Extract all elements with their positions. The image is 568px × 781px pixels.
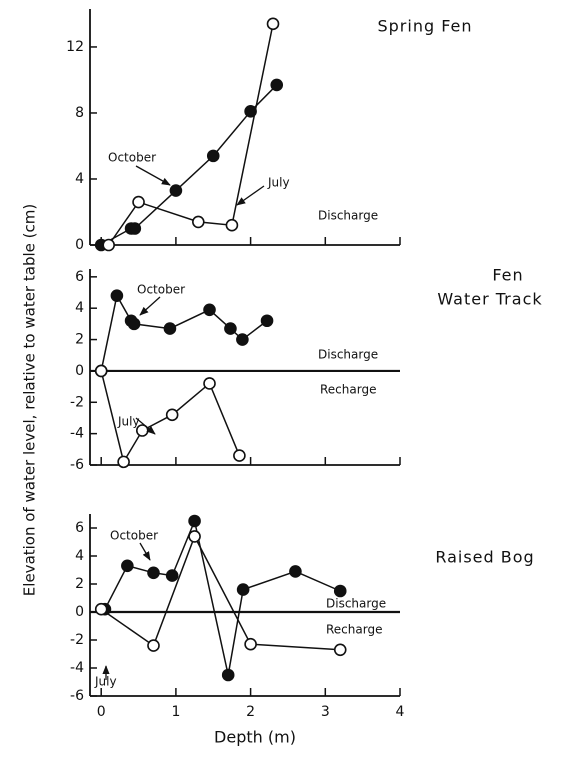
annotation-arrow	[135, 165, 171, 186]
annotation: July	[267, 176, 290, 190]
y-tick-label: 0	[75, 237, 84, 253]
y-tick-label: -4	[70, 660, 84, 676]
panel: 6 4 2 0 -2 -4 -6 0 1 2 3 4 Depth (m) Raised Bog Octobe…	[70, 514, 534, 747]
data-point	[121, 559, 134, 573]
data-point	[206, 149, 220, 163]
data-point	[188, 530, 201, 543]
panel-title: Raised Bog	[435, 548, 534, 567]
data-point	[165, 569, 179, 582]
data-point	[165, 408, 179, 422]
x-axis-label: Depth (m)	[214, 728, 296, 747]
series-line	[100, 534, 341, 651]
annotation-arrow	[139, 542, 151, 561]
data-point	[127, 317, 141, 331]
data-point	[94, 364, 108, 378]
data-point	[132, 195, 145, 209]
data-point	[244, 105, 257, 118]
data-point	[236, 333, 249, 346]
x-tick-label: 1	[171, 704, 180, 720]
data-point	[244, 637, 257, 651]
y-tick-label: -6	[70, 457, 84, 473]
y-tick-label: -2	[70, 394, 84, 410]
annotation: Recharge	[326, 623, 382, 637]
data-point	[266, 17, 280, 31]
annotation-arrow	[139, 296, 161, 316]
annotation: October	[108, 151, 156, 165]
y-tick-label: 4	[75, 171, 84, 187]
annotation: October	[110, 529, 158, 543]
y-axis-label: Elevation of water level, relative to wa…	[21, 204, 39, 596]
data-point	[147, 566, 160, 580]
data-point	[224, 322, 237, 335]
y-tick-label: -4	[70, 426, 84, 442]
y-tick-label: 6	[75, 269, 84, 285]
data-point	[221, 668, 235, 682]
y-tick-label: 0	[75, 363, 84, 379]
y-tick-label: 2	[75, 576, 84, 592]
series-line	[100, 370, 241, 464]
x-tick-label: 4	[396, 704, 405, 720]
y-tick-label: 4	[75, 548, 84, 564]
data-point	[94, 602, 108, 616]
data-point	[233, 449, 246, 462]
data-point	[333, 643, 347, 657]
annotation: Discharge	[318, 348, 378, 362]
data-point	[188, 514, 201, 528]
annotation: October	[137, 283, 185, 297]
data-point	[192, 215, 205, 229]
series-line	[108, 23, 274, 246]
data-point	[128, 222, 142, 235]
panel-title: Water Track	[437, 290, 542, 309]
annotation: Recharge	[320, 383, 376, 397]
x-tick-label: 0	[97, 704, 106, 720]
annotation: July	[94, 675, 117, 689]
data-point	[102, 238, 115, 252]
y-tick-label: -2	[70, 632, 84, 648]
panel: 0 4 8 12 Spring Fen October July Discharge	[66, 9, 472, 253]
data-point	[236, 583, 250, 596]
data-point	[203, 303, 216, 317]
panel-title: Spring Fen	[377, 17, 472, 36]
annotation-arrow	[135, 417, 156, 435]
data-point	[260, 314, 274, 328]
y-tick-label: 12	[66, 39, 84, 55]
panel: 6 4 2 0 -2 -4 -6 Elevation of water level, rela…	[21, 204, 542, 596]
y-tick-label: 6	[75, 520, 84, 536]
annotation-arrow	[236, 185, 265, 206]
data-point	[163, 322, 177, 335]
annotation: July	[117, 415, 140, 429]
y-tick-label: -6	[70, 688, 84, 704]
annotation: Discharge	[318, 209, 378, 223]
data-point	[289, 565, 302, 578]
data-point	[225, 218, 239, 232]
y-tick-label: 0	[75, 604, 84, 620]
x-tick-label: 2	[246, 704, 255, 720]
data-point	[203, 377, 216, 390]
panel-title: Fen	[492, 266, 523, 285]
data-point	[147, 639, 160, 652]
annotation: Discharge	[326, 597, 386, 611]
data-point	[270, 78, 284, 92]
x-tick-label: 3	[321, 704, 330, 720]
y-tick-label: 2	[75, 332, 84, 348]
data-point	[333, 584, 347, 598]
data-point	[110, 289, 124, 302]
data-point	[117, 455, 130, 469]
data-point	[169, 184, 183, 197]
y-tick-label: 4	[75, 300, 84, 316]
y-tick-label: 8	[75, 105, 84, 121]
